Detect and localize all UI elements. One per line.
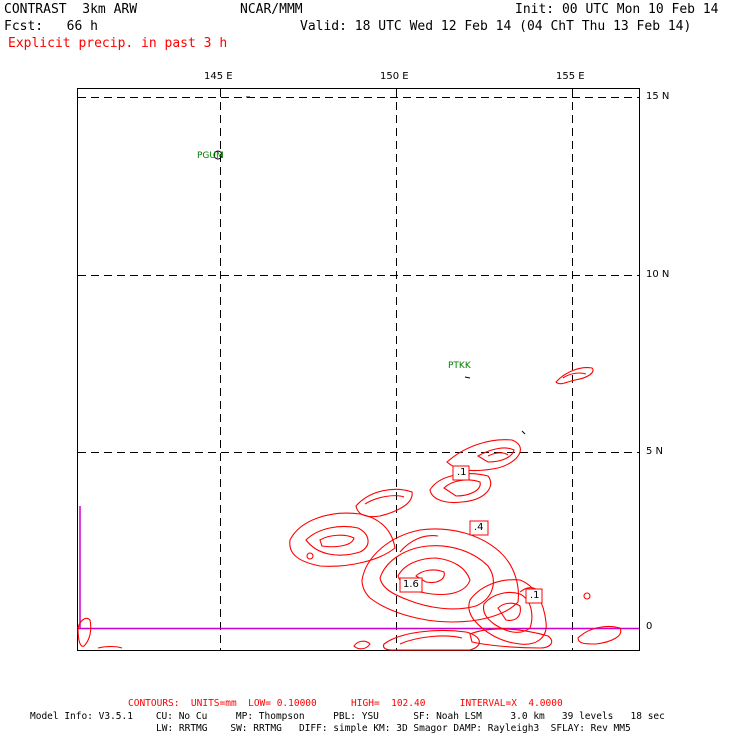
contour-label-box-3 — [399, 577, 423, 593]
contour-west-inner — [319, 534, 355, 548]
contour-central-core — [415, 569, 445, 584]
contour-label-box-2 — [469, 520, 489, 536]
contour-4n-outer — [429, 473, 492, 504]
graticule — [78, 89, 639, 650]
contour-central-line — [399, 535, 439, 553]
contour-west-outer — [289, 512, 396, 567]
equator-line — [78, 506, 639, 630]
contour-nw-arm — [355, 488, 413, 518]
model-info-line-1: Model Info: V3.5.1 CU: No Cu MP: Thompso… — [30, 711, 665, 722]
contour-south-band-inner — [399, 635, 463, 645]
contour-label-box-1 — [452, 465, 470, 481]
contour-sw-corner — [77, 617, 92, 647]
map-frame — [77, 88, 640, 651]
lat-label-5n: 5 N — [646, 446, 664, 457]
init-time: Init: 00 UTC Mon 10 Feb 14 — [515, 2, 719, 17]
contour-sw-line — [97, 645, 123, 649]
contour-5n-core — [487, 452, 509, 457]
guam-outline — [213, 150, 223, 160]
lat-label-equator: 0 — [646, 621, 653, 632]
contour-west-mid — [305, 525, 369, 556]
contour-ne-1 — [555, 367, 594, 385]
contour-east-dot — [583, 592, 591, 600]
contour-se-outer — [468, 579, 547, 645]
contour-label-boxes — [399, 465, 543, 604]
contour-west-dot — [306, 552, 314, 560]
contour-5n-inner — [476, 447, 515, 463]
contour-east-equator — [577, 625, 622, 645]
contour-label-1: .1 — [457, 467, 467, 478]
station-label-ptkk: PTKK — [448, 361, 471, 371]
model-title: CONTRAST 3km ARW — [4, 2, 138, 17]
contour-ne-2 — [562, 372, 587, 379]
island-mark-2 — [521, 430, 526, 435]
lon-label-145e: 145 E — [204, 71, 233, 82]
field-title: Explicit precip. in past 3 h — [8, 36, 228, 51]
lon-label-150e: 150 E — [380, 71, 409, 82]
valid-time: Valid: 18 UTC Wed 12 Feb 14 (04 ChT Thu … — [300, 19, 692, 34]
contour-4n-inner — [443, 479, 481, 497]
station-markers — [213, 96, 526, 435]
contour-south-band-east — [469, 628, 553, 649]
contour-se-mid — [482, 591, 533, 633]
contour-label-2: .4 — [474, 522, 484, 533]
contour-central-outer — [361, 528, 519, 623]
contour-south-dot — [353, 640, 371, 650]
model-info-line-2: LW: RRTMG SW: RRTMG DIFF: simple KM: 3D … — [156, 723, 631, 734]
lon-label-155e: 155 E — [556, 71, 585, 82]
contour-label-3: 1.6 — [403, 579, 419, 590]
lat-label-10n: 10 N — [646, 269, 670, 280]
forecast-hour: Fcst: 66 h — [4, 19, 98, 34]
ptkk-mark — [464, 376, 471, 379]
contour-info: CONTOURS: UNITS=mm LOW= 0.10000 HIGH= 10… — [128, 698, 563, 709]
lat-label-15n: 15 N — [646, 91, 670, 102]
contour-nw-arm-inner — [364, 495, 405, 505]
station-label-pgum: PGUM — [197, 151, 224, 161]
contour-label-box-4 — [525, 588, 543, 604]
contour-se-inner — [497, 602, 521, 621]
contour-5n-outer — [446, 439, 521, 472]
precip-contours — [77, 367, 622, 651]
contour-south-band — [382, 630, 480, 651]
contour-central-mid — [379, 545, 494, 610]
contour-label-4: .1 — [530, 590, 540, 601]
org-label: NCAR/MMM — [240, 2, 303, 17]
